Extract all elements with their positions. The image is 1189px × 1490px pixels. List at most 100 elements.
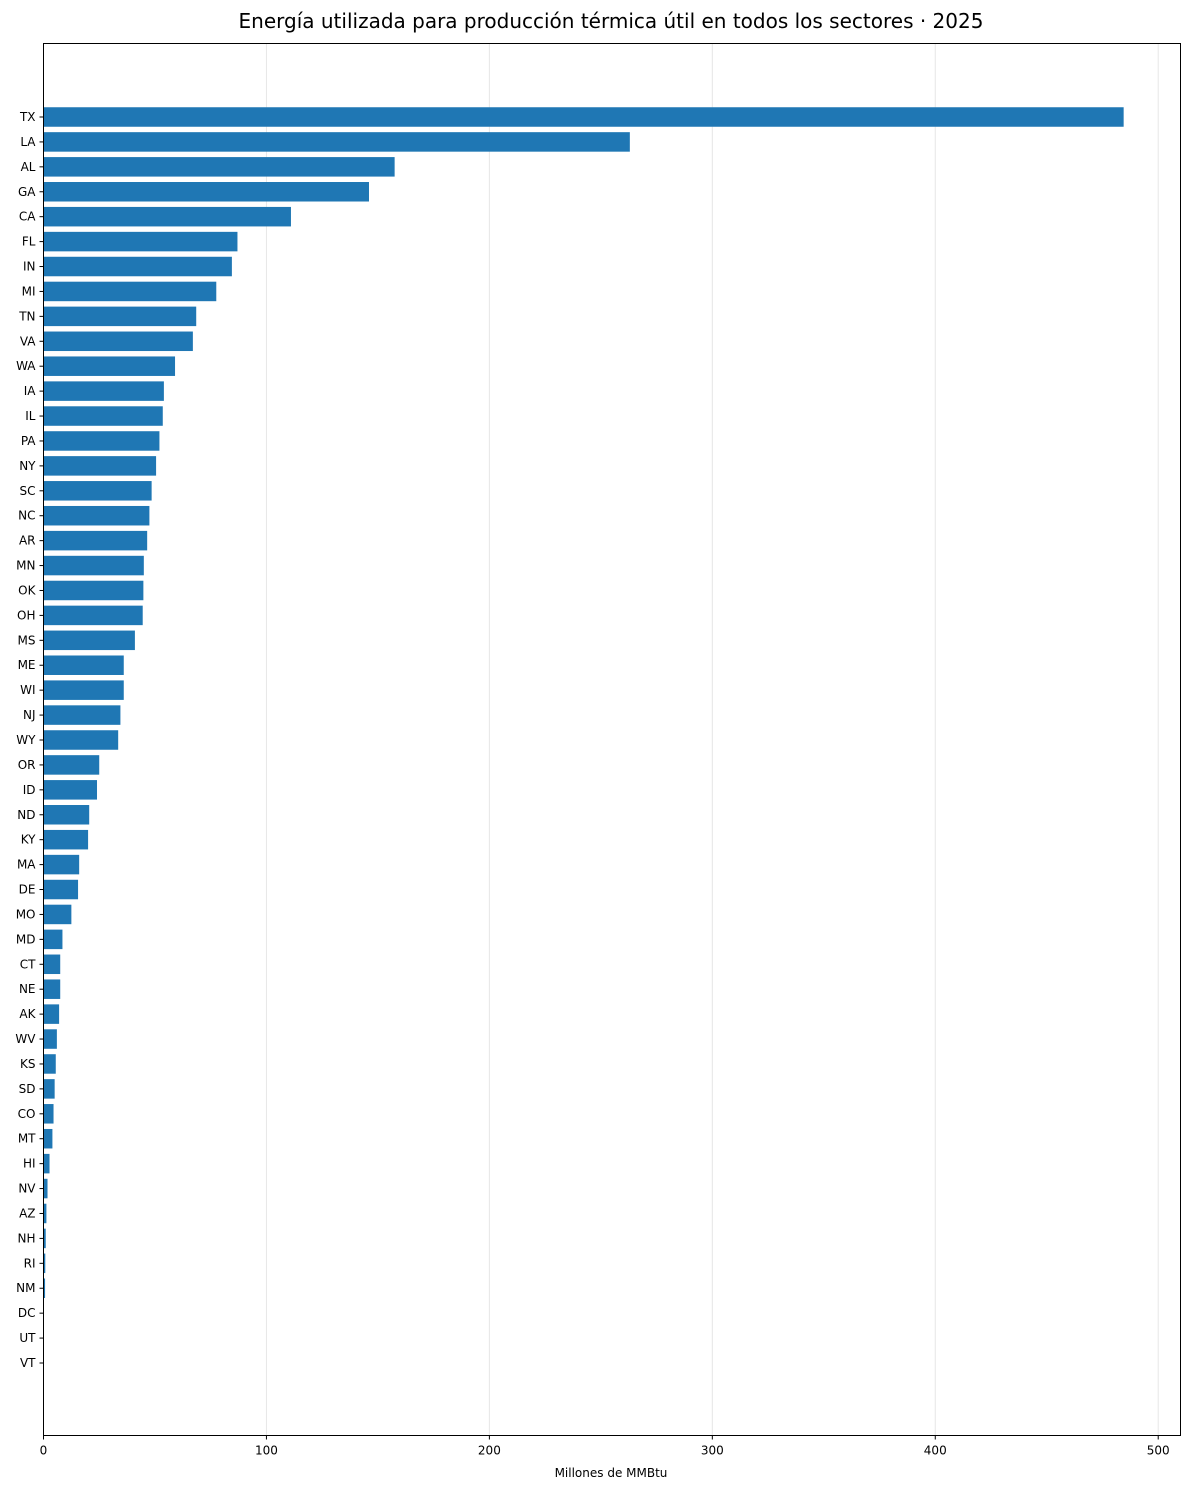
y-tick-label: ME — [18, 658, 36, 672]
y-tick-label: NE — [19, 982, 36, 996]
y-tick-label: AK — [19, 1007, 36, 1021]
y-tick-label: MS — [18, 633, 36, 647]
y-tick-label: GA — [18, 185, 36, 199]
bar-mt — [43, 1128, 53, 1149]
y-tick-label: IA — [24, 384, 37, 398]
bar-co — [43, 1104, 54, 1124]
x-axis: 0 100 200 300 400 500 — [40, 1435, 1170, 1458]
y-tick-label: MT — [18, 1132, 36, 1146]
y-tick-label: NV — [18, 1182, 36, 1196]
y-tick-label: MO — [16, 907, 36, 921]
y-tick-label: SD — [19, 1082, 36, 1096]
y-tick-label: IN — [23, 260, 36, 274]
y-tick-label: IL — [25, 409, 36, 423]
bar-nj — [43, 705, 121, 725]
y-tick-label: KS — [20, 1057, 36, 1071]
bar-ga — [43, 182, 369, 202]
grid-lines — [43, 43, 1159, 1436]
y-tick-label: AL — [21, 160, 36, 174]
bar-ct — [43, 954, 61, 975]
y-tick-label: NY — [19, 459, 36, 473]
y-tick-label: WV — [15, 1032, 36, 1046]
bar-md — [43, 929, 63, 950]
y-tick-label: KY — [21, 833, 36, 847]
y-tick-label: SC — [20, 484, 36, 498]
y-tick-label: ID — [23, 783, 36, 797]
bar-id — [43, 780, 98, 800]
y-tick-label: NH — [18, 1231, 36, 1245]
bar-oh — [43, 605, 143, 626]
bar-fl — [43, 231, 238, 252]
x-tick-label: 500 — [1147, 1444, 1170, 1458]
bar-ar — [43, 530, 148, 551]
y-tick-label: CT — [20, 957, 36, 971]
bar-va — [43, 331, 193, 352]
y-tick-label: MD — [16, 932, 36, 946]
bar-wi — [43, 680, 124, 700]
bar-mo — [43, 904, 72, 925]
y-tick-label: OH — [17, 608, 35, 622]
y-tick-label: CO — [18, 1107, 36, 1121]
y-tick-label: VT — [20, 1356, 36, 1370]
bar-tx — [43, 107, 1124, 127]
bar-ky — [43, 829, 89, 850]
x-tick-label: 200 — [478, 1444, 501, 1458]
y-tick-label: LA — [20, 135, 36, 149]
bar-ak — [43, 1004, 60, 1024]
y-tick-label: NM — [16, 1281, 35, 1295]
y-tick-label: AZ — [19, 1206, 35, 1220]
y-tick-label: ND — [17, 808, 35, 822]
bar-il — [43, 406, 163, 426]
x-tick-label: 0 — [40, 1444, 48, 1458]
bar-ri — [43, 1253, 46, 1274]
y-tick-label: UT — [19, 1331, 36, 1345]
bar-wv — [43, 1029, 57, 1049]
bars — [43, 107, 1124, 1373]
bar-ms — [43, 630, 135, 651]
y-tick-label: TX — [19, 110, 36, 124]
bar-nd — [43, 805, 90, 825]
bar-ca — [43, 206, 291, 227]
y-tick-label: TN — [18, 309, 35, 323]
y-tick-label: MA — [17, 858, 36, 872]
bar-pa — [43, 431, 160, 451]
y-tick-label: AR — [19, 534, 36, 548]
bar-ny — [43, 456, 157, 476]
bar-nc — [43, 505, 150, 526]
y-tick-label: CA — [19, 210, 36, 224]
bar-in — [43, 256, 232, 277]
y-tick-label: DE — [19, 883, 36, 897]
bar-de — [43, 879, 79, 900]
plot-frame — [43, 43, 1181, 1436]
y-tick-label: RI — [24, 1256, 36, 1270]
y-tick-label: OR — [18, 758, 36, 772]
bar-al — [43, 157, 395, 177]
x-tick-label: 400 — [924, 1444, 947, 1458]
y-tick-label: WY — [16, 733, 36, 747]
y-tick-label: MI — [22, 284, 36, 298]
bar-ia — [43, 381, 164, 401]
y-tick-label: NJ — [23, 708, 36, 722]
y-tick-label: FL — [22, 235, 36, 249]
y-tick-label: WI — [20, 683, 35, 697]
bar-nv — [43, 1178, 48, 1199]
bar-me — [43, 655, 124, 675]
y-axis: TX LA AL GA CA FL IN MI TN VA WA IA IL PA NY SC NC AR MN OK… — [15, 110, 44, 1370]
x-tick-label: 300 — [701, 1444, 724, 1458]
chart-title: Energía utilizada para producción térmic… — [239, 9, 984, 33]
bar-sd — [43, 1079, 55, 1099]
bar-la — [43, 132, 630, 152]
y-tick-label: NC — [18, 509, 35, 523]
y-tick-label: WA — [16, 359, 36, 373]
bar-nh — [43, 1228, 46, 1249]
bar-mn — [43, 555, 144, 576]
y-tick-label: OK — [18, 583, 36, 597]
bar-wa — [43, 356, 176, 376]
bar-wy — [43, 730, 119, 750]
bar-sc — [43, 481, 152, 501]
y-tick-label: MN — [16, 559, 35, 573]
y-tick-label: VA — [20, 334, 36, 348]
bar-or — [43, 755, 100, 775]
